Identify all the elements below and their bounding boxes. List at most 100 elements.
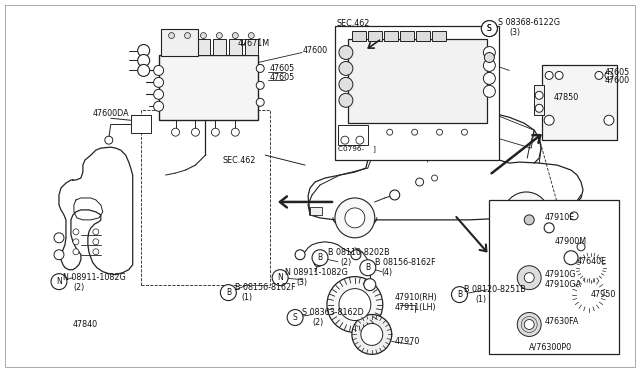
Bar: [368, 31, 382, 41]
Text: 47911(LH): 47911(LH): [395, 303, 436, 312]
Bar: [384, 31, 397, 41]
Bar: [198, 39, 211, 55]
Text: 47950: 47950: [591, 290, 616, 299]
Text: S: S: [292, 313, 298, 322]
Circle shape: [555, 71, 563, 79]
Text: B 08120-8251B: B 08120-8251B: [465, 285, 526, 294]
Text: C0796-    ]: C0796- ]: [338, 145, 376, 151]
Text: 47600DA: 47600DA: [93, 109, 129, 118]
Circle shape: [387, 129, 393, 135]
Circle shape: [93, 239, 99, 245]
Circle shape: [483, 73, 495, 84]
Circle shape: [535, 92, 543, 99]
Bar: [542, 65, 617, 140]
Circle shape: [362, 129, 368, 135]
Circle shape: [524, 215, 534, 225]
Text: B 08110-8202B: B 08110-8202B: [328, 248, 390, 257]
Text: S: S: [487, 24, 492, 33]
Text: 47605: 47605: [269, 64, 294, 73]
Circle shape: [327, 277, 383, 333]
Bar: [161, 29, 198, 57]
Circle shape: [339, 77, 353, 92]
Circle shape: [351, 250, 361, 260]
Circle shape: [73, 239, 79, 245]
Text: S 08363-8162D: S 08363-8162D: [302, 308, 364, 317]
Circle shape: [595, 71, 603, 79]
Circle shape: [483, 46, 495, 58]
Bar: [431, 31, 445, 41]
Bar: [400, 31, 413, 41]
Circle shape: [517, 266, 541, 290]
Bar: [335, 26, 499, 160]
Circle shape: [535, 104, 543, 112]
Circle shape: [248, 33, 254, 39]
Text: N 08911-1082G: N 08911-1082G: [63, 273, 125, 282]
Circle shape: [577, 254, 605, 282]
Text: 47910(RH): 47910(RH): [395, 293, 438, 302]
Circle shape: [93, 229, 99, 235]
Text: 47600: 47600: [303, 46, 328, 55]
Text: SEC.462: SEC.462: [222, 155, 256, 164]
Text: (3): (3): [509, 28, 520, 37]
Circle shape: [211, 128, 220, 136]
Text: (2): (2): [340, 258, 351, 267]
Circle shape: [524, 273, 534, 283]
Circle shape: [339, 289, 371, 321]
Circle shape: [577, 243, 585, 251]
Circle shape: [339, 93, 353, 107]
Text: (2): (2): [312, 318, 323, 327]
Circle shape: [154, 101, 164, 111]
Circle shape: [544, 223, 554, 233]
Circle shape: [356, 136, 364, 144]
Circle shape: [390, 190, 400, 200]
Text: 47900M: 47900M: [555, 237, 588, 246]
Bar: [159, 55, 258, 120]
Circle shape: [220, 285, 236, 301]
Circle shape: [54, 250, 64, 260]
Circle shape: [352, 314, 392, 355]
Text: (3): (3): [296, 278, 307, 287]
Text: 47970: 47970: [395, 337, 420, 346]
Circle shape: [545, 71, 553, 79]
Circle shape: [431, 175, 438, 181]
Bar: [310, 207, 322, 215]
Text: B: B: [226, 288, 231, 297]
Bar: [348, 39, 488, 123]
Circle shape: [360, 260, 376, 276]
Circle shape: [231, 128, 239, 136]
Circle shape: [256, 64, 264, 73]
Bar: [182, 39, 195, 55]
Bar: [213, 39, 227, 55]
Circle shape: [105, 136, 113, 144]
Text: 47640E: 47640E: [577, 257, 607, 266]
Circle shape: [573, 279, 605, 311]
Circle shape: [484, 52, 494, 62]
Text: (4): (4): [382, 268, 393, 277]
Circle shape: [339, 45, 353, 60]
Text: (1): (1): [476, 295, 486, 304]
Circle shape: [451, 286, 467, 302]
Circle shape: [172, 128, 180, 136]
Circle shape: [154, 65, 164, 76]
Bar: [490, 200, 619, 355]
Circle shape: [256, 98, 264, 106]
Text: 47605: 47605: [269, 73, 294, 82]
Circle shape: [345, 208, 365, 228]
Circle shape: [341, 136, 349, 144]
Text: 47600: 47600: [605, 76, 630, 85]
Circle shape: [515, 203, 538, 227]
Circle shape: [54, 233, 64, 243]
Bar: [534, 86, 544, 115]
Text: B: B: [457, 290, 462, 299]
Circle shape: [287, 310, 303, 326]
Circle shape: [295, 250, 305, 260]
Bar: [352, 31, 366, 41]
Bar: [338, 125, 368, 145]
Text: B: B: [365, 263, 371, 272]
Circle shape: [73, 249, 79, 255]
Circle shape: [483, 86, 495, 97]
Text: 47850: 47850: [554, 93, 579, 102]
Circle shape: [481, 20, 497, 36]
Circle shape: [339, 61, 353, 76]
Bar: [245, 39, 258, 55]
